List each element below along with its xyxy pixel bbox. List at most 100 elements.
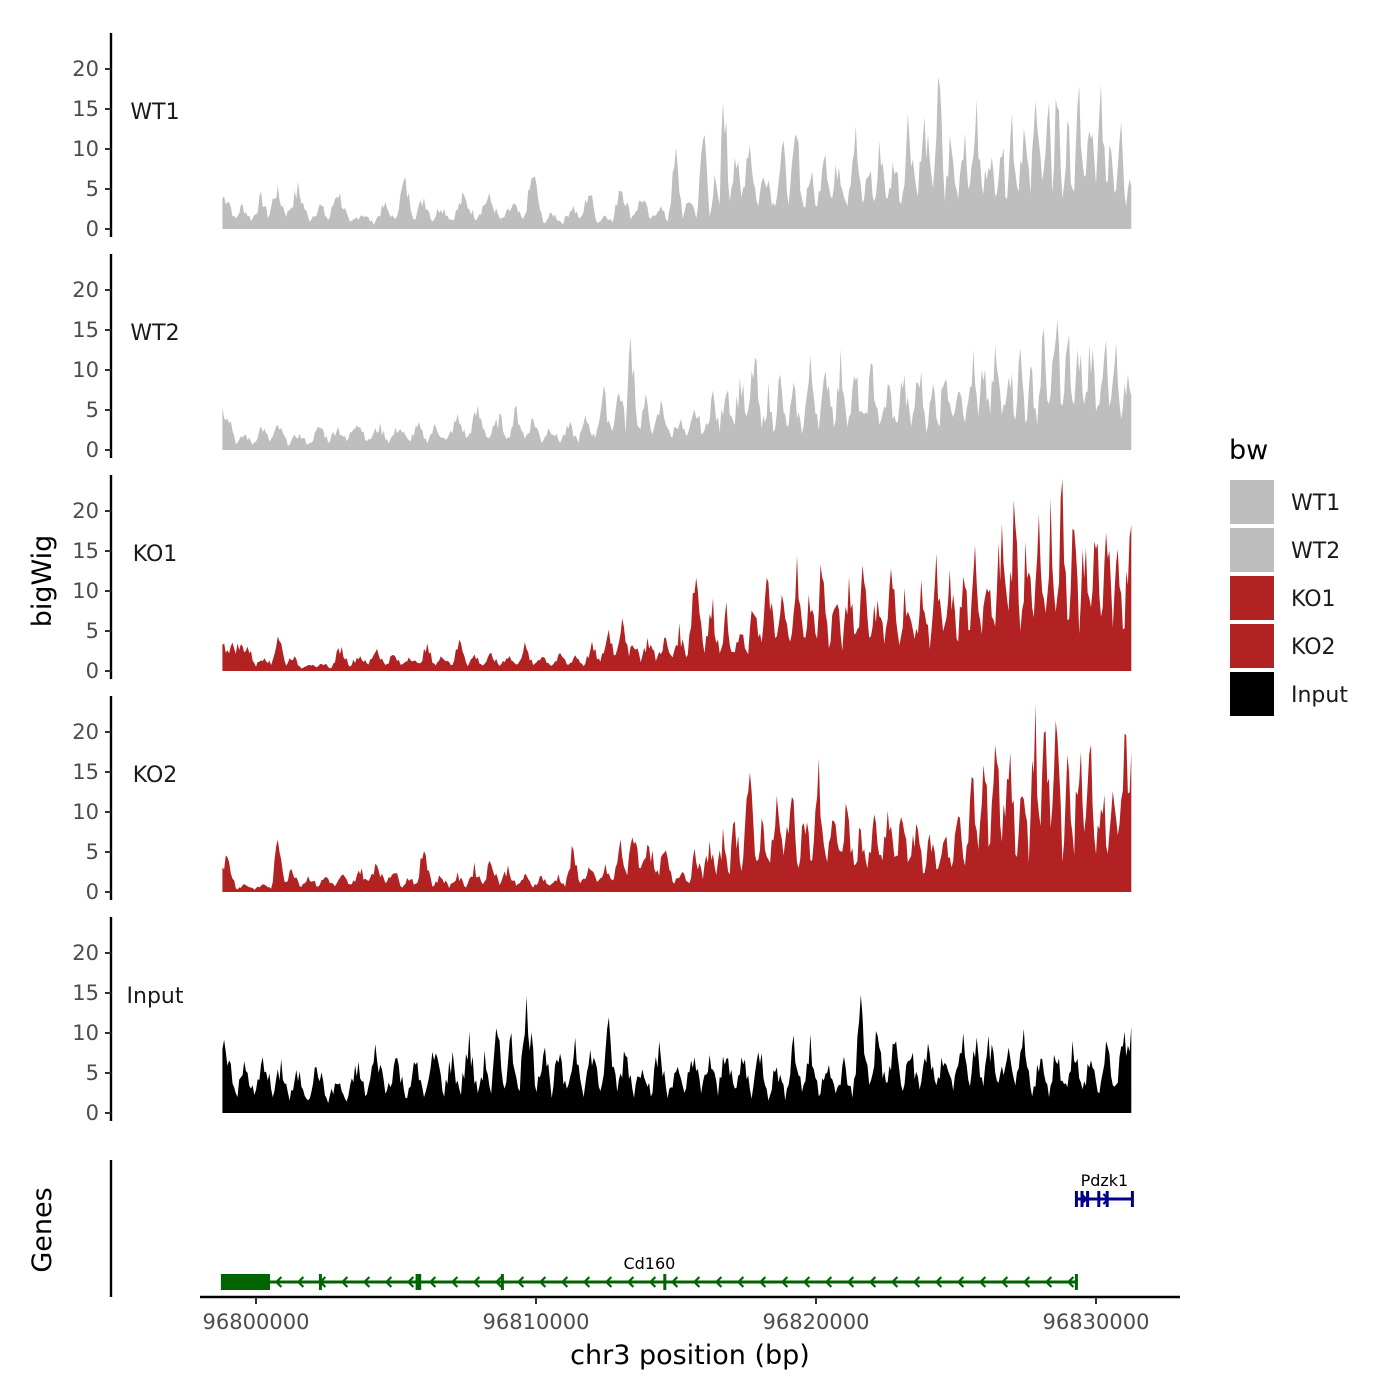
- strand-arrow: [780, 1276, 789, 1288]
- strand-arrow: [670, 1276, 679, 1288]
- strand-arrow: [714, 1276, 723, 1288]
- legend-item-ko1: KO1: [1230, 576, 1336, 620]
- legend-item-wt2: WT2: [1230, 528, 1340, 572]
- strand-arrow: [890, 1276, 899, 1288]
- strand-arrow: [472, 1276, 481, 1288]
- strand-arrow: [384, 1276, 393, 1288]
- y-tick-label: 5: [86, 1061, 99, 1085]
- strand-arrow: [428, 1276, 437, 1288]
- y-tick-label: 5: [86, 177, 99, 201]
- strand-arrow: [824, 1276, 833, 1288]
- y-tick-label: 15: [72, 981, 99, 1005]
- y-tick-label: 5: [86, 398, 99, 422]
- y-tick-label: 15: [72, 318, 99, 342]
- legend-swatch: [1230, 528, 1274, 572]
- y-tick-label: 15: [72, 760, 99, 784]
- y-tick-label: 20: [72, 499, 99, 523]
- gene-pdzk1: Pdzk1: [1074, 1171, 1134, 1207]
- legend-label: Input: [1291, 683, 1348, 708]
- legend-item-wt1: WT1: [1230, 480, 1340, 524]
- strand-arrow: [582, 1276, 591, 1288]
- strand-arrow: [626, 1276, 635, 1288]
- signal-area: [222, 994, 1132, 1113]
- legend-label: WT1: [1291, 491, 1340, 516]
- signal-area: [222, 704, 1132, 892]
- y-tick-label: 0: [86, 438, 99, 462]
- strand-arrow: [648, 1276, 657, 1288]
- strand-arrow: [1044, 1276, 1053, 1288]
- track-label: Input: [127, 984, 184, 1009]
- legend-title: bw: [1229, 435, 1268, 466]
- track-wt1: 0 5 10 15 20 WT1: [72, 33, 1132, 241]
- strand-arrow: [516, 1276, 525, 1288]
- y-tick-label: 10: [72, 579, 99, 603]
- track-input: 0 5 10 15 20 Input: [72, 917, 1132, 1125]
- gene-label: Cd160: [623, 1254, 675, 1273]
- track-label: KO2: [133, 763, 178, 788]
- legend: bw WT1 WT2 KO1 KO2 Input: [1229, 435, 1348, 716]
- y-tick-label: 0: [86, 217, 99, 241]
- track-label: WT2: [130, 321, 179, 346]
- y-tick-label: 20: [72, 57, 99, 81]
- legend-item-ko2: KO2: [1230, 624, 1336, 668]
- track-ko1: 0 5 10 15 20 KO1: [72, 475, 1132, 683]
- strand-arrow: [1000, 1276, 1009, 1288]
- track-label: KO1: [133, 542, 178, 567]
- exon: [222, 1274, 270, 1290]
- strand-arrow: [604, 1276, 613, 1288]
- genes-axis-title: Genes: [27, 1187, 58, 1272]
- y-tick-label: 5: [86, 840, 99, 864]
- legend-label: WT2: [1291, 539, 1340, 564]
- legend-items: WT1 WT2 KO1 KO2 Input: [1230, 480, 1348, 716]
- strand-arrow: [494, 1276, 503, 1288]
- legend-swatch: [1230, 672, 1274, 716]
- y-tick-label: 5: [86, 619, 99, 643]
- y-tick-label: 0: [86, 1101, 99, 1125]
- y-tick-label: 0: [86, 659, 99, 683]
- y-tick-label: 20: [72, 720, 99, 744]
- strand-arrow: [868, 1276, 877, 1288]
- strand-arrow: [1022, 1276, 1031, 1288]
- x-tick-label: 96810000: [483, 1310, 590, 1334]
- legend-swatch: [1230, 624, 1274, 668]
- track-label: WT1: [130, 100, 179, 125]
- signal-tracks: 0 5 10 15 20 WT1 0 5 10 15 20 WT2 0 5 10 15 20 KO1 0 5 10 15 2…: [72, 33, 1132, 1125]
- y-axis-title: bigWig: [27, 535, 58, 628]
- gene-label: Pdzk1: [1081, 1171, 1129, 1190]
- legend-label: KO1: [1291, 587, 1336, 612]
- strand-arrow: [978, 1276, 987, 1288]
- exon: [415, 1274, 422, 1290]
- legend-label: KO2: [1291, 635, 1336, 660]
- y-tick-label: 15: [72, 97, 99, 121]
- strand-arrow: [560, 1276, 569, 1288]
- y-tick-label: 10: [72, 1021, 99, 1045]
- gene-panel: Cd160 Pdzk1: [109, 1160, 1134, 1297]
- y-tick-label: 0: [86, 880, 99, 904]
- strand-arrow: [406, 1276, 415, 1288]
- x-tick-label: 96830000: [1043, 1310, 1150, 1334]
- strand-arrow: [802, 1276, 811, 1288]
- y-tick-label: 20: [72, 941, 99, 965]
- strand-arrow: [956, 1276, 965, 1288]
- strand-arrow: [274, 1276, 283, 1288]
- gene-cd160: Cd160: [220, 1254, 1078, 1290]
- strand-arrow: [934, 1276, 943, 1288]
- legend-swatch: [1230, 480, 1274, 524]
- strand-arrow: [296, 1276, 305, 1288]
- y-tick-label: 20: [72, 278, 99, 302]
- y-tick-label: 10: [72, 800, 99, 824]
- strand-arrow: [846, 1276, 855, 1288]
- track-wt2: 0 5 10 15 20 WT2: [72, 254, 1132, 462]
- strand-arrow: [362, 1276, 371, 1288]
- y-tick-label: 10: [72, 137, 99, 161]
- legend-item-input: Input: [1230, 672, 1348, 716]
- strand-arrow: [538, 1276, 547, 1288]
- x-tick-label: 96820000: [763, 1310, 870, 1334]
- strand-arrow: [912, 1276, 921, 1288]
- signal-area: [222, 479, 1132, 671]
- y-tick-label: 15: [72, 539, 99, 563]
- strand-arrow: [736, 1276, 745, 1288]
- signal-area: [222, 77, 1132, 229]
- x-axis: 96800000 96810000 96820000 96830000: [200, 1295, 1180, 1334]
